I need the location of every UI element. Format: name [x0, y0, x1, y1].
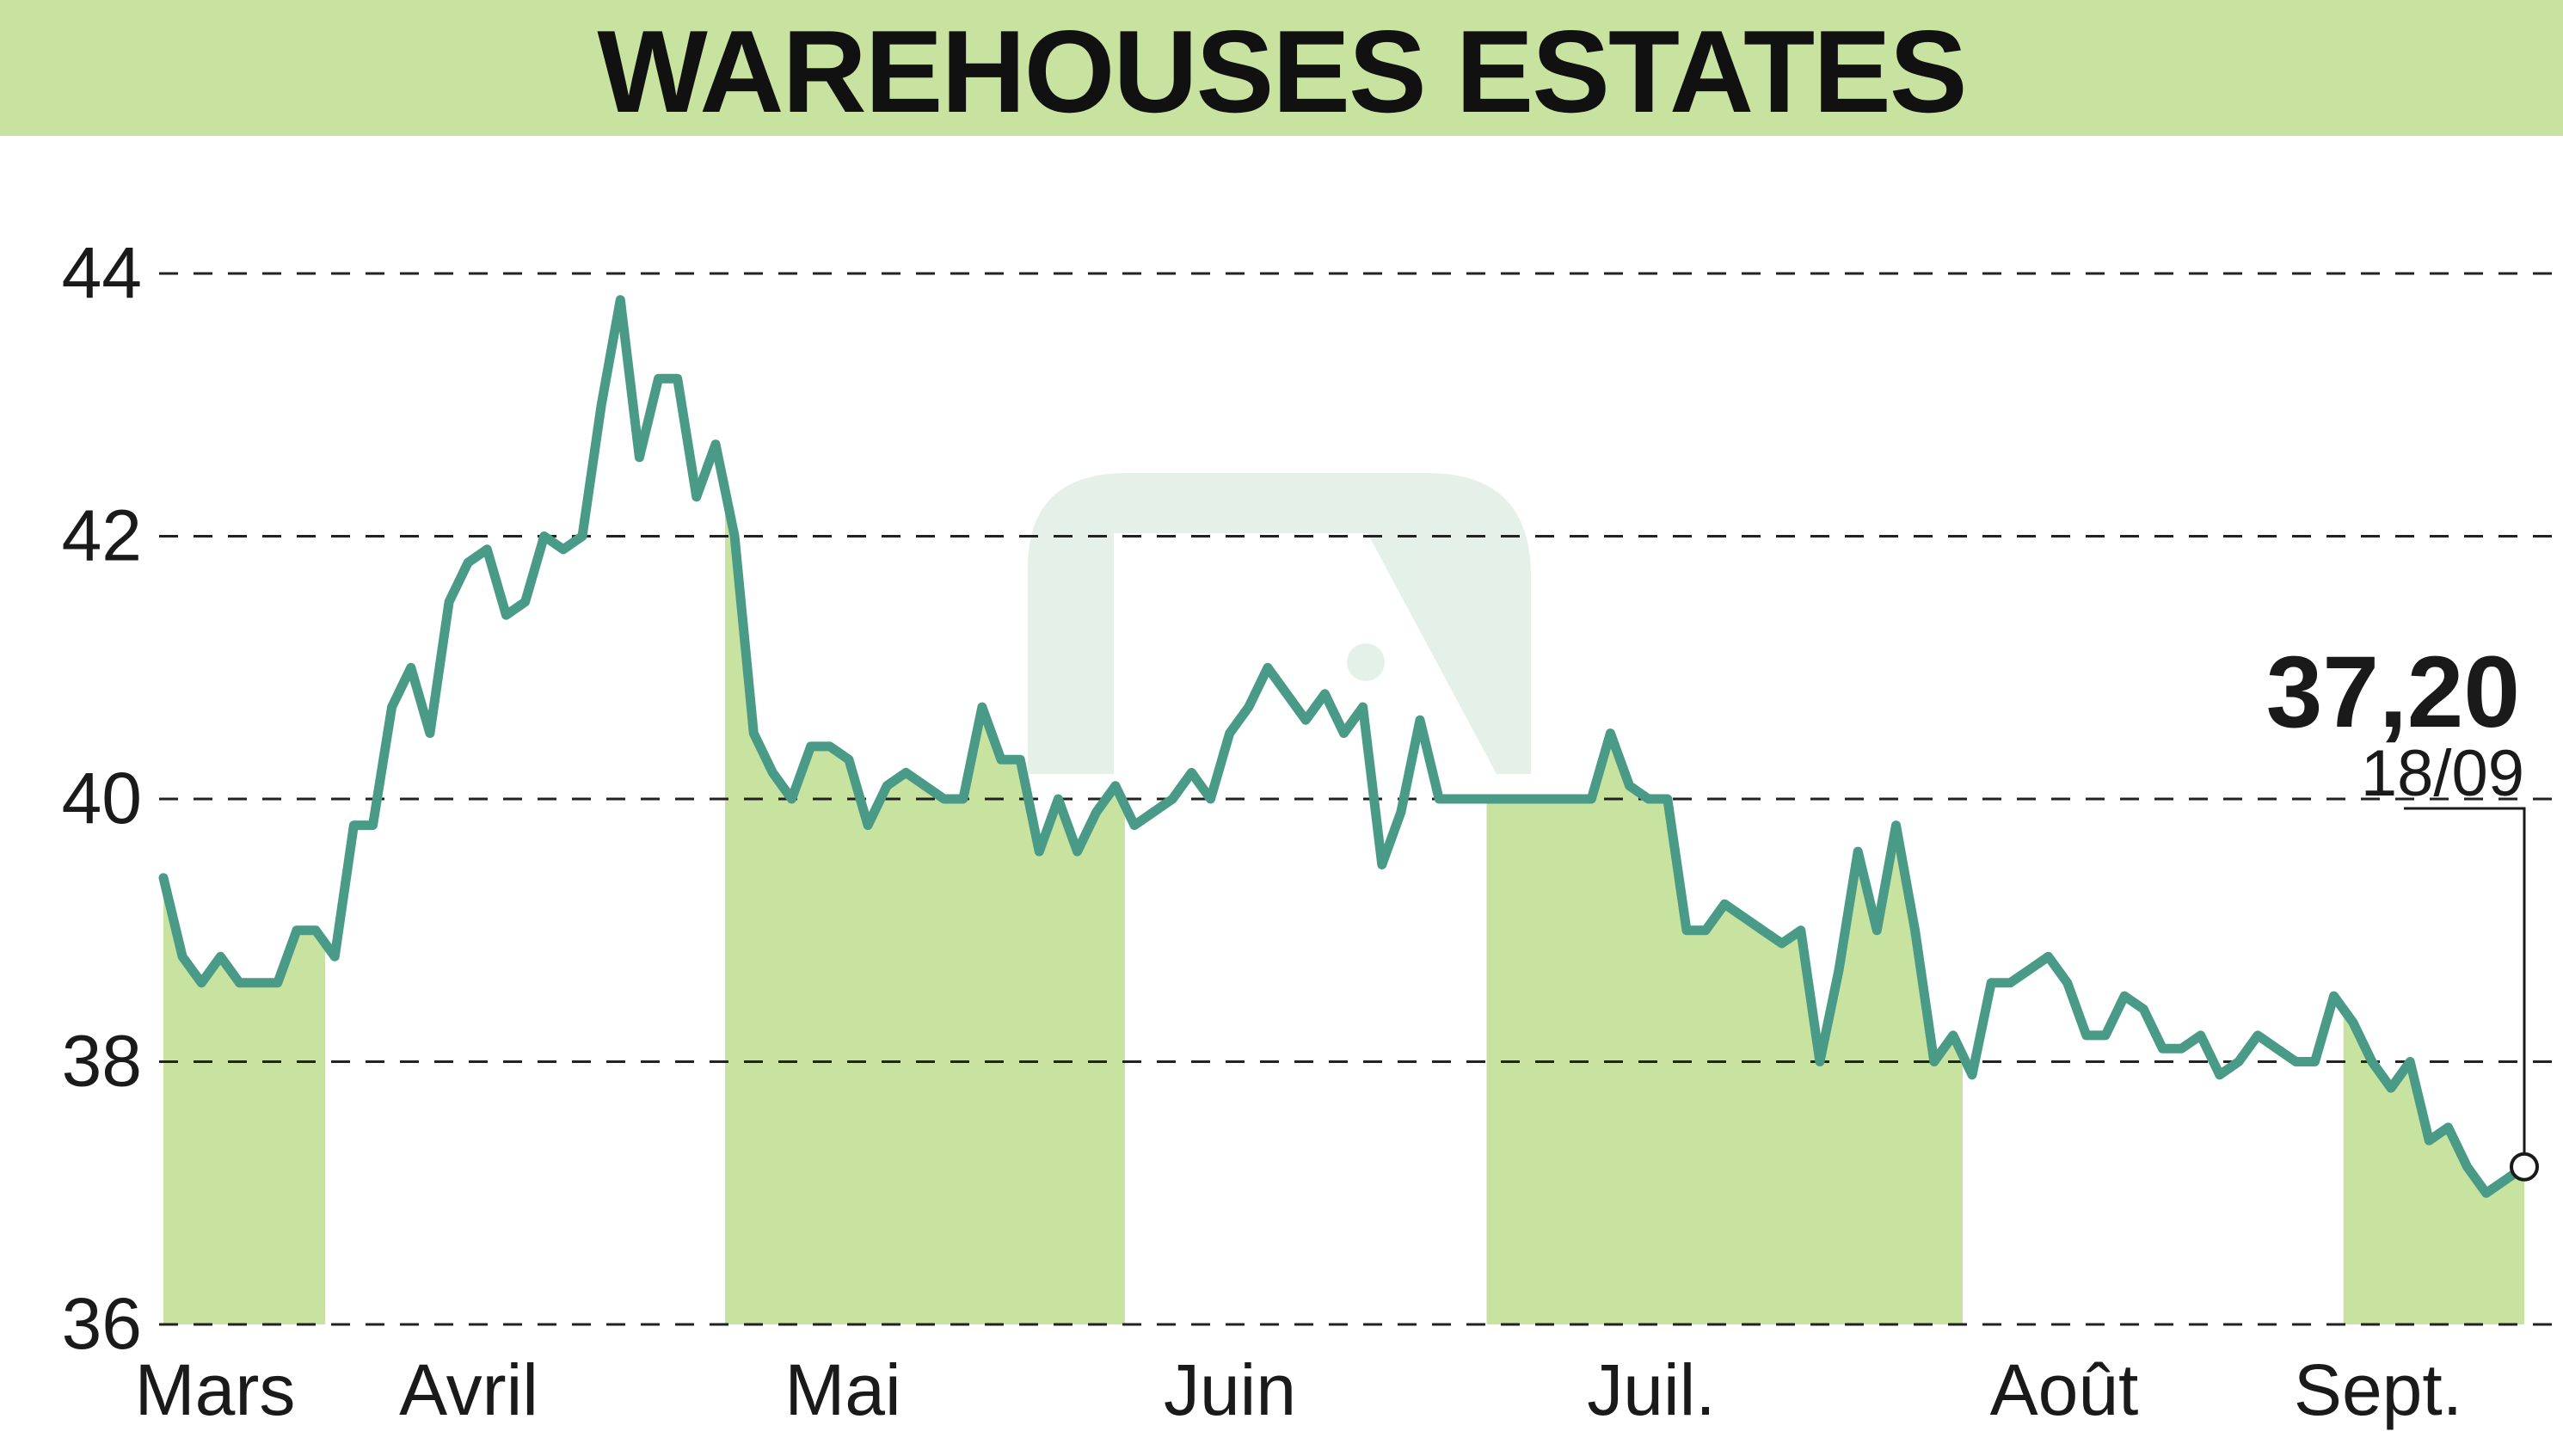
last-value-label: 37,20	[2266, 636, 2520, 749]
y-tick-label: 38	[62, 1021, 142, 1102]
gridlines	[159, 272, 2563, 1326]
month-label: Mai	[784, 1349, 900, 1430]
y-tick-label: 36	[62, 1283, 142, 1364]
month-label: Avril	[399, 1349, 538, 1430]
title-band	[0, 0, 2563, 136]
month-label: Sept.	[2294, 1349, 2462, 1430]
month-label: Août	[1990, 1349, 2139, 1430]
shade-juil	[1486, 733, 1963, 1324]
month-label: Mars	[135, 1349, 296, 1430]
shade-mars	[163, 877, 326, 1324]
price-series	[158, 295, 2529, 1198]
last-point-marker	[2510, 1152, 2539, 1182]
last-date-label: 18/09	[2361, 737, 2524, 810]
y-axis-ticks: 36 38 40 42 44	[62, 232, 142, 1364]
shade-mai	[725, 490, 1125, 1324]
y-tick-label: 40	[62, 758, 142, 839]
callout-line	[2404, 807, 2526, 1154]
y-tick-label: 44	[62, 232, 142, 313]
last-value-annotation: 37,20 18/09	[2266, 636, 2539, 1182]
x-axis-months: Mars Avril Mai Juin Juil. Août Sept.	[135, 1349, 2462, 1430]
price-line	[158, 295, 2529, 1198]
month-shading	[163, 490, 2524, 1324]
month-label: Juin	[1164, 1349, 1296, 1430]
watermark-logo	[1028, 473, 1531, 774]
y-tick-label: 42	[62, 495, 142, 576]
chart-title: WAREHOUSES ESTATES	[597, 6, 1965, 137]
month-label: Juil.	[1587, 1349, 1715, 1430]
